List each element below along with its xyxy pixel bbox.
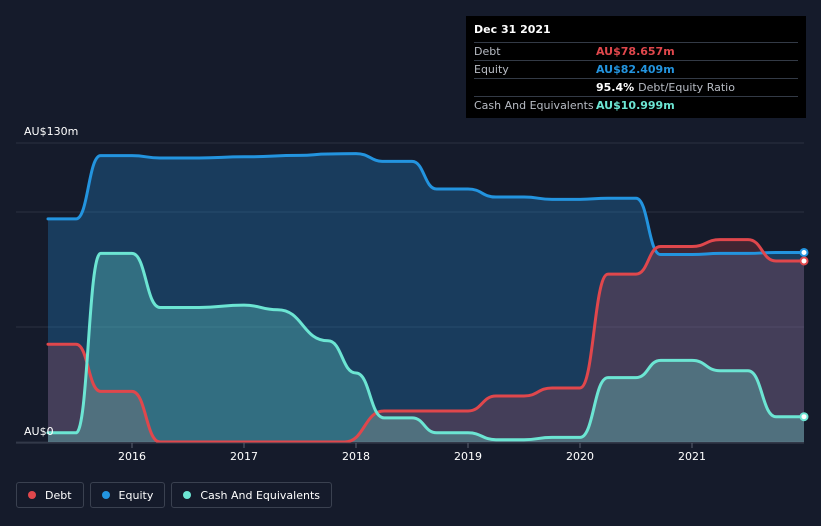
chart-legend: Debt Equity Cash And Equivalents [16, 482, 332, 508]
tooltip-ratio-value: 95.4% [596, 81, 635, 94]
legend-equity-label: Equity [118, 488, 154, 502]
legend-debt-label: Debt [45, 488, 72, 502]
gridlines [16, 142, 804, 443]
cash-dot-icon [183, 491, 192, 499]
x-tick-label: 2019 [454, 450, 482, 463]
tooltip-ratio-row: 95.4% Debt/Equity Ratio [474, 78, 798, 96]
tooltip-date: Dec 31 2021 [474, 23, 551, 36]
debt-end-marker[interactable] [799, 256, 809, 266]
tooltip-equity-value: AU$82.409m [596, 63, 675, 76]
tooltip-debt-label: Debt [474, 45, 501, 58]
debt-dot-icon [28, 491, 36, 499]
data-tooltip: Dec 31 2021 Debt AU$78.657m Equity AU$82… [466, 16, 806, 118]
y-axis-bottom-label: AU$0 [24, 425, 54, 438]
tooltip-cash-value: AU$10.999m [596, 99, 675, 112]
cash-line [46, 251, 806, 442]
cash-end-marker[interactable] [799, 412, 809, 422]
x-tick-label: 2018 [342, 450, 370, 463]
tooltip-equity-label: Equity [474, 63, 509, 76]
legend-item-debt[interactable]: Debt [16, 482, 84, 508]
equity-line [46, 152, 806, 257]
cash-area [48, 253, 804, 442]
tooltip-equity-row: Equity AU$82.409m [474, 60, 798, 78]
x-tick-label: 2017 [230, 450, 258, 463]
legend-item-equity[interactable]: Equity [89, 482, 166, 508]
y-axis-top-label: AU$130m [24, 125, 78, 138]
x-axis: 2016 2017 2018 2019 2020 2021 [16, 442, 804, 463]
x-tick-label: 2020 [566, 450, 594, 463]
debt-line [46, 238, 806, 444]
legend-item-cash[interactable]: Cash And Equivalents [171, 482, 332, 508]
series-areas [48, 153, 804, 442]
series-lines [46, 152, 806, 444]
x-tick-label: 2016 [118, 450, 146, 463]
equity-area [48, 153, 804, 442]
tooltip-cash-label: Cash And Equivalents [474, 99, 594, 112]
equity-end-marker[interactable] [799, 247, 809, 257]
debt-area [48, 239, 804, 442]
tooltip-debt-value: AU$78.657m [596, 45, 675, 58]
tooltip-ratio-label: Debt/Equity Ratio [638, 81, 735, 94]
equity-dot-icon [101, 491, 110, 499]
tooltip-cash-row: Cash And Equivalents AU$10.999m [474, 96, 798, 114]
tooltip-debt-row: Debt AU$78.657m [474, 42, 798, 60]
x-tick-label: 2021 [678, 450, 706, 463]
legend-cash-label: Cash And Equivalents [200, 488, 320, 502]
end-markers [799, 247, 809, 422]
